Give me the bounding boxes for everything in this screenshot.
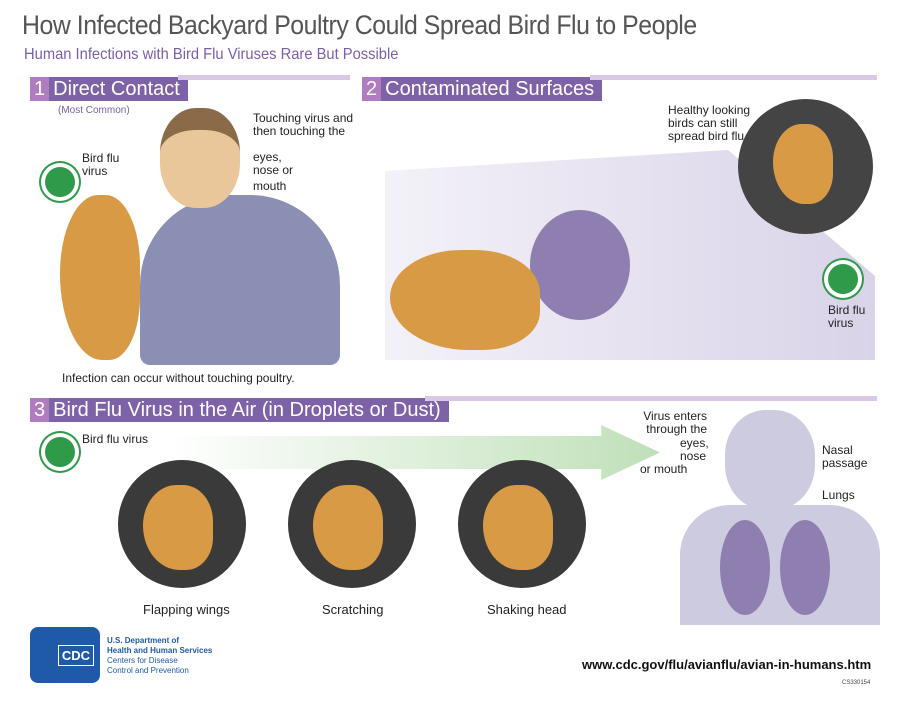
- hen-illustration: [390, 250, 540, 350]
- enter-label: Virus enters through the: [643, 409, 707, 436]
- divider: [425, 396, 877, 401]
- section-number: 2: [362, 77, 382, 101]
- lung-left: [720, 520, 770, 615]
- most-common-note: (Most Common): [58, 105, 130, 116]
- virus-icon: [828, 264, 858, 294]
- source-url[interactable]: www.cdc.gov/flu/avianflu/avian-in-humans…: [582, 657, 872, 672]
- section-label: Direct Contact: [49, 77, 188, 101]
- org-line: Centers for Disease: [107, 656, 178, 665]
- target-nose: nose or: [253, 163, 294, 177]
- scratching-panel: [288, 460, 416, 588]
- org-name: U.S. Department of Health and Human Serv…: [107, 636, 212, 676]
- section-2-header: 2 Contaminated Surfaces: [362, 77, 603, 101]
- virus-icon: [45, 437, 75, 467]
- person-body: [140, 195, 340, 365]
- airborne-arrow: [170, 425, 660, 480]
- coop-hens: [530, 210, 630, 320]
- target-eyes: eyes,: [253, 150, 282, 164]
- org-line: Control and Prevention: [107, 666, 189, 675]
- virus-label: Bird flu virus: [82, 432, 149, 446]
- inset-label: Healthy looking birds can still spread b…: [668, 103, 751, 143]
- panel-label: Scratching: [322, 602, 384, 617]
- section-3-header: 3 Bird Flu Virus in the Air (in Droplets…: [30, 398, 449, 422]
- target-mouth: or mouth: [640, 462, 688, 476]
- touch-label: Touching virus and then touching the: [253, 111, 354, 138]
- panel-label: Shaking head: [487, 602, 567, 617]
- target-mouth: mouth: [253, 179, 287, 193]
- section-label: Bird Flu Virus in the Air (in Droplets o…: [49, 398, 449, 422]
- inset-circle: [738, 99, 873, 234]
- virus-label: Bird flu virus: [82, 151, 120, 178]
- section-1-caption: Infection can occur without touching pou…: [62, 371, 295, 385]
- page-title: How Infected Backyard Poultry Could Spre…: [22, 10, 697, 40]
- section-1-header: 1 Direct Contact: [30, 77, 188, 101]
- lung-right: [780, 520, 830, 615]
- shaking-head-panel: [458, 460, 586, 588]
- divider: [590, 75, 877, 80]
- target-nose: nose: [680, 449, 707, 463]
- hen-illustration: [60, 195, 140, 360]
- human-head: [725, 410, 815, 510]
- person-head: [160, 108, 240, 208]
- org-line: U.S. Department of: [107, 636, 180, 645]
- document-code: CS330154: [842, 680, 871, 686]
- flapping-wings-panel: [118, 460, 246, 588]
- virus-icon: [45, 167, 75, 197]
- nasal-label: Nasal passage: [822, 443, 868, 470]
- section-number: 3: [30, 398, 50, 422]
- divider: [178, 75, 350, 80]
- virus-label: Bird flu virus: [828, 303, 866, 330]
- lungs-label: Lungs: [822, 488, 855, 502]
- target-eyes: eyes,: [680, 436, 709, 450]
- hhs-cdc-logo: CDC: [30, 627, 100, 683]
- cdc-logo-text: CDC: [57, 644, 94, 666]
- section-number: 1: [30, 77, 50, 101]
- panel-label: Flapping wings: [143, 602, 230, 617]
- org-line: Health and Human Services: [107, 646, 213, 655]
- section-label: Contaminated Surfaces: [381, 77, 603, 101]
- page-subtitle: Human Infections with Bird Flu Viruses R…: [24, 46, 399, 63]
